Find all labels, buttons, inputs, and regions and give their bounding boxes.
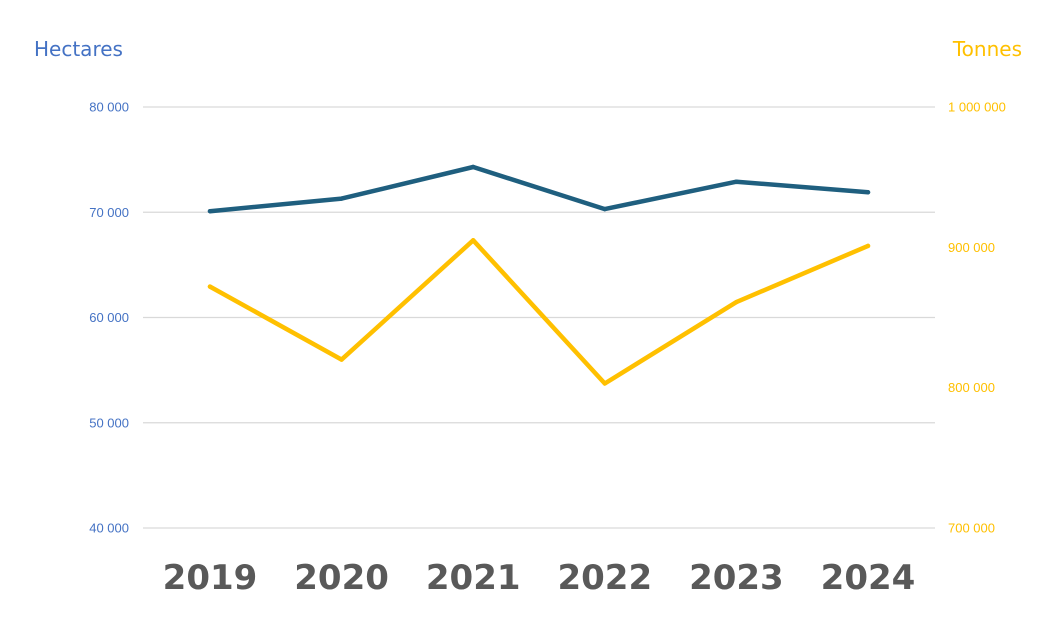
x-tick-label: 2020 xyxy=(294,558,389,598)
left-tick-label: 80 000 xyxy=(89,100,129,115)
data-point xyxy=(865,190,871,195)
series-layer xyxy=(207,164,871,386)
x-tick-label: 2023 xyxy=(689,558,784,598)
data-point xyxy=(339,196,344,201)
left-tick-label: 50 000 xyxy=(89,415,129,430)
x-tick-label: 2022 xyxy=(557,558,652,598)
series-line-right xyxy=(207,238,871,386)
left-axis-ticks: 40 000 50 000 60 000 70 000 80 000 xyxy=(89,100,129,536)
right-axis-title: Tonnes xyxy=(952,37,1022,61)
right-tick-label: 700 000 xyxy=(948,521,995,536)
left-axis-title: Hectares xyxy=(34,37,123,61)
right-tick-label: 900 000 xyxy=(948,240,995,255)
data-point xyxy=(207,208,213,214)
x-tick-label: 2024 xyxy=(821,558,916,598)
data-point xyxy=(734,299,739,305)
data-point xyxy=(602,206,607,212)
left-tick-label: 70 000 xyxy=(89,205,129,220)
data-point xyxy=(471,164,476,170)
right-tick-label: 1 000 000 xyxy=(948,100,1006,115)
series-line-left xyxy=(207,164,871,214)
data-point xyxy=(865,243,871,249)
gridlines xyxy=(143,106,935,529)
left-tick-label: 60 000 xyxy=(89,310,129,325)
x-tick-label: 2019 xyxy=(163,558,258,598)
right-axis-ticks: 700 000 800 000 900 000 1 000 000 xyxy=(948,100,1006,536)
data-point xyxy=(471,238,476,243)
data-point xyxy=(339,357,344,362)
x-tick-label: 2021 xyxy=(426,558,521,598)
data-point xyxy=(734,179,739,184)
data-point xyxy=(207,284,213,289)
x-axis-ticks: 2019 2020 2021 2022 2023 2024 xyxy=(163,558,916,598)
data-point xyxy=(602,381,607,386)
right-tick-label: 800 000 xyxy=(948,380,995,395)
left-tick-label: 40 000 xyxy=(89,521,129,536)
